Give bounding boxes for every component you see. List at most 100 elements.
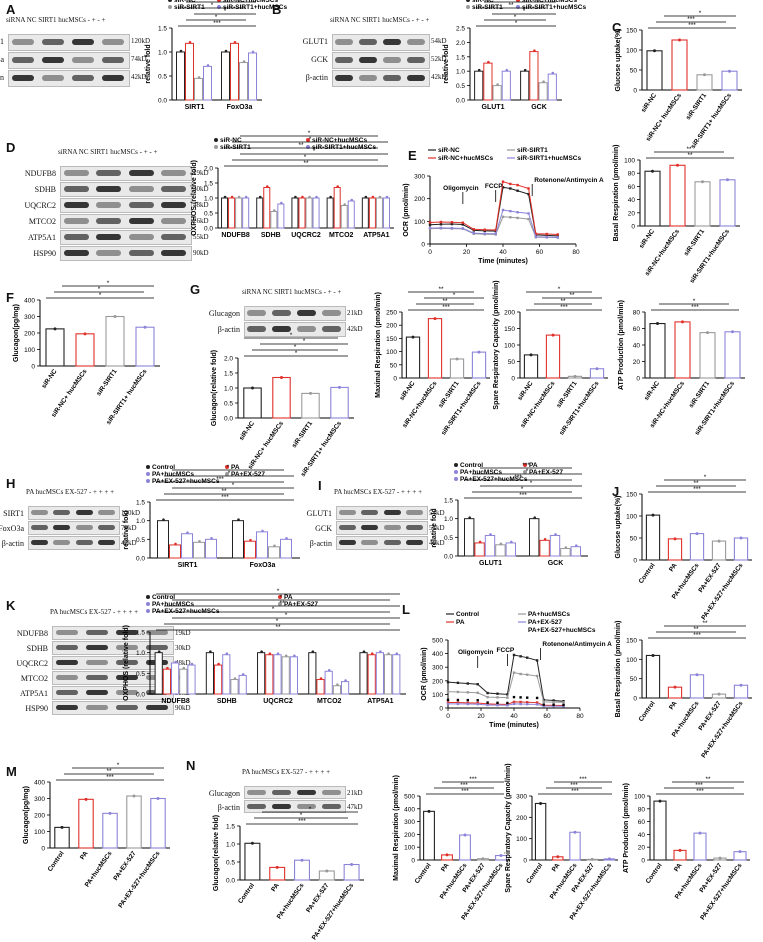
significance-label: *** — [461, 788, 469, 795]
significance-label: * — [117, 762, 120, 769]
chart-d: 0.0 0.5 1.0 1.5 2.0 OXPHOS (relative fold) NDU… — [191, 130, 394, 239]
data-point — [224, 49, 228, 53]
blot-row-label: FoxO3a — [0, 55, 4, 64]
blot-band — [145, 629, 169, 636]
series-point — [527, 192, 530, 196]
bar — [464, 518, 475, 557]
data-point — [554, 533, 557, 536]
data-point — [336, 683, 339, 687]
data-point — [701, 180, 704, 184]
significance-label: * — [699, 10, 702, 17]
data-point — [186, 531, 189, 535]
significance-label: *** — [695, 782, 703, 789]
blot-row-label: UQCRC2 — [16, 659, 48, 668]
y-tick-label: 200 — [516, 815, 527, 822]
y-axis-label: Glucagon(relative fold) — [211, 350, 218, 426]
y-tick-label: 200 — [34, 813, 45, 820]
y-tick-label: 0 — [411, 858, 415, 865]
blot-row-label: NDUFB8 — [16, 629, 48, 638]
bar — [316, 679, 325, 695]
series-point — [509, 182, 512, 186]
data-point — [338, 385, 341, 389]
chart-e2: 0 20 40 60 80 100 Basal Respiration (pmol/min)… — [613, 145, 740, 285]
data-point — [463, 833, 467, 837]
series-point — [527, 217, 530, 221]
series-point — [428, 226, 432, 230]
significance-label: *** — [460, 782, 468, 789]
category-label: PA+EX-527 — [112, 850, 137, 882]
category-label: Control — [47, 850, 66, 873]
data-point — [197, 76, 201, 79]
data-point — [533, 516, 536, 519]
series-point — [552, 703, 555, 706]
y-axis-label: OXPHOS (relative fold) — [191, 160, 198, 236]
blot-strip — [60, 246, 192, 261]
significance-label: *** — [519, 492, 527, 499]
blot-band — [361, 509, 379, 516]
bar — [529, 51, 539, 101]
category-label: siR-SIRT1 — [437, 380, 461, 409]
series-point — [501, 215, 505, 218]
bar — [534, 802, 547, 861]
data-point — [364, 195, 368, 199]
bar — [733, 537, 749, 561]
blot-band — [55, 704, 79, 711]
panel-label-k: K — [6, 598, 16, 613]
blot-band — [297, 803, 316, 809]
y-tick-label: 300 — [432, 665, 443, 672]
significance-label: *** — [693, 486, 701, 493]
significance-label: * — [530, 480, 533, 487]
bar — [699, 332, 716, 379]
chart-a: 0.0 0.5 1.0 1.5 relative fold SIRT1 FoxO3a siR-… — [145, 0, 287, 111]
y-tick-label: 0.0 — [224, 416, 233, 423]
legend-marker — [217, 0, 221, 2]
panel-label-g: G — [190, 282, 201, 297]
bar — [375, 652, 384, 695]
blot-row-label: β-actin — [1, 539, 24, 548]
y-tick-label: 1.0 — [136, 518, 145, 525]
bar — [520, 70, 530, 101]
blot-strip — [8, 52, 130, 69]
blot-band — [383, 524, 401, 531]
significance-label: *** — [691, 304, 699, 311]
y-tick-label: 2.0 — [224, 356, 233, 363]
series-point — [527, 187, 530, 190]
legend-entry: PA+EX-527+hucMSCs — [460, 476, 528, 483]
blot-band — [161, 218, 187, 225]
y-tick-label: 0.5 — [224, 401, 233, 408]
bar — [162, 668, 172, 695]
data-point — [132, 794, 136, 798]
series-point — [526, 696, 529, 699]
x-tick-label: 40 — [510, 713, 518, 720]
series-point — [552, 700, 555, 704]
bar — [301, 392, 320, 419]
blot-band — [96, 218, 122, 225]
category-label: FoxO3a — [250, 562, 276, 569]
blot-row-label: MTCO2 — [20, 674, 48, 683]
significance-label: ** — [221, 488, 227, 495]
series-point — [552, 699, 555, 702]
data-point — [261, 529, 264, 533]
series-point — [496, 696, 499, 699]
blot-band — [322, 326, 341, 333]
legend-marker — [214, 138, 218, 142]
bar — [281, 656, 290, 695]
chart-n2: 0 100 200 300 400 500 Maximal Respiration (pmo… — [393, 775, 510, 921]
y-tick-label: 20 — [638, 845, 646, 852]
significance-label: * — [285, 612, 288, 619]
panel-label-m: M — [6, 764, 17, 779]
blot-band — [322, 803, 341, 809]
legend-marker — [466, 5, 470, 9]
y-tick-label: 400 — [34, 780, 45, 787]
bar — [505, 542, 517, 557]
category-label: siR-SIRT1 — [291, 420, 315, 449]
bar — [243, 387, 262, 419]
significance-label: * — [107, 280, 110, 287]
data-point — [344, 679, 347, 682]
blot-i-header: PA hucMSCs EX-527 - + + + + — [334, 488, 423, 496]
category-label: siR-SIRT1+hucMSCs — [558, 380, 601, 437]
blot-band — [115, 629, 139, 636]
panel-label-d: D — [6, 140, 16, 155]
data-point — [681, 320, 684, 324]
bar — [653, 800, 667, 861]
